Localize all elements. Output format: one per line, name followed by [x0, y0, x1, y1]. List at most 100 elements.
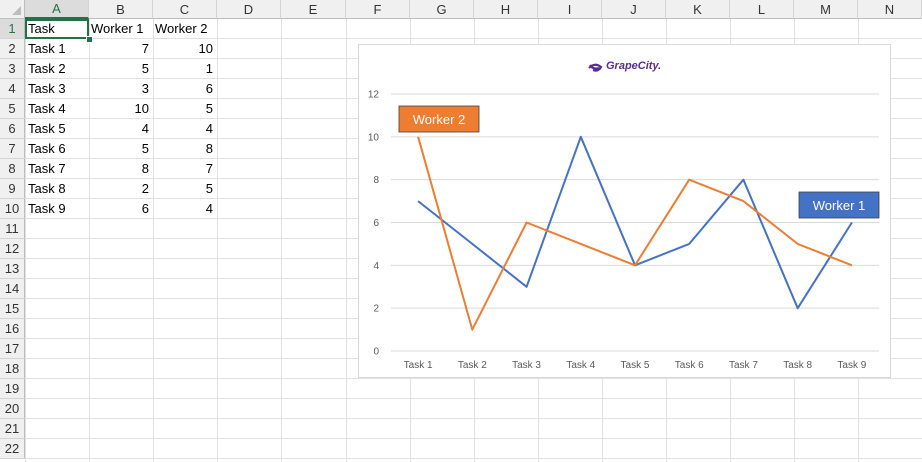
- y-tick-label: 12: [368, 90, 380, 101]
- x-tick-label: Task 5: [621, 360, 650, 371]
- value-cell[interactable]: 6: [205, 81, 213, 96]
- value-cell[interactable]: 5: [205, 101, 213, 116]
- value-cell[interactable]: 8: [141, 161, 149, 176]
- value-cell[interactable]: 4: [141, 121, 149, 136]
- task-cell[interactable]: Task 8: [28, 181, 66, 196]
- row-header-18[interactable]: 18: [0, 359, 25, 379]
- task-cell[interactable]: Task 7: [28, 161, 66, 176]
- row-header-15[interactable]: 15: [0, 299, 25, 319]
- row-header-8[interactable]: 8: [0, 159, 25, 179]
- row-header-11[interactable]: 11: [0, 219, 25, 239]
- row-gridline: [25, 378, 922, 379]
- column-header-h[interactable]: H: [474, 0, 538, 19]
- header-cell[interactable]: Worker 2: [155, 21, 208, 36]
- column-gridline: [217, 19, 218, 462]
- header-cell[interactable]: Worker 1: [91, 21, 144, 36]
- y-tick-label: 10: [368, 132, 380, 143]
- value-cell[interactable]: 7: [205, 161, 213, 176]
- row-header-3[interactable]: 3: [0, 59, 25, 79]
- task-cell[interactable]: Task 3: [28, 81, 66, 96]
- row-header-21[interactable]: 21: [0, 419, 25, 439]
- worker-1-label-text: Worker 1: [813, 198, 866, 213]
- value-cell[interactable]: 5: [141, 61, 149, 76]
- grapecity-logo-text: GrapeCity.: [606, 60, 661, 72]
- grapecity-swirl-icon: [588, 63, 603, 72]
- x-tick-label: Task 3: [512, 360, 541, 371]
- grapecity-logo: GrapeCity.: [588, 60, 661, 72]
- column-header-b[interactable]: B: [89, 0, 153, 19]
- row-header-1[interactable]: 1: [0, 19, 25, 39]
- value-cell[interactable]: 6: [141, 201, 149, 216]
- task-cell[interactable]: Task 1: [28, 41, 66, 56]
- row-header-22[interactable]: 22: [0, 439, 25, 459]
- value-cell[interactable]: 3: [141, 81, 149, 96]
- column-header-k[interactable]: K: [666, 0, 730, 19]
- x-tick-label: Task 7: [729, 360, 758, 371]
- column-header-l[interactable]: L: [730, 0, 794, 19]
- worker-2-label-box: [398, 105, 480, 133]
- column-header-j[interactable]: J: [602, 0, 666, 19]
- line-chart[interactable]: GrapeCity. 0 2 4 6 8 10 12 Task 1 Task 2 Task 3 Tas…: [358, 44, 891, 378]
- column-header-c[interactable]: C: [153, 0, 217, 19]
- y-tick-label: 8: [373, 175, 379, 186]
- x-tick-label: Task 2: [458, 360, 487, 371]
- column-header-g[interactable]: G: [410, 0, 474, 19]
- row-header-17[interactable]: 17: [0, 339, 25, 359]
- row-header-4[interactable]: 4: [0, 79, 25, 99]
- x-tick-label: Task 9: [837, 360, 866, 371]
- y-tick-label: 4: [373, 261, 379, 272]
- column-header-a[interactable]: A: [25, 0, 89, 19]
- x-tick-label: Task 4: [566, 360, 595, 371]
- header-cell[interactable]: Task: [28, 21, 55, 36]
- row-header-6[interactable]: 6: [0, 119, 25, 139]
- task-cell[interactable]: Task 2: [28, 61, 66, 76]
- column-header-n[interactable]: N: [858, 0, 922, 19]
- row-header-19[interactable]: 19: [0, 379, 25, 399]
- row-header-10[interactable]: 10: [0, 199, 25, 219]
- chart-canvas: GrapeCity. 0 2 4 6 8 10 12 Task 1 Task 2 Task 3 Tas…: [368, 60, 880, 371]
- value-cell[interactable]: 5: [205, 181, 213, 196]
- row-header-16[interactable]: 16: [0, 319, 25, 339]
- value-cell[interactable]: 10: [198, 41, 213, 56]
- value-cell[interactable]: 1: [205, 61, 213, 76]
- column-header-d[interactable]: D: [217, 0, 281, 19]
- task-cell[interactable]: Task 4: [28, 101, 66, 116]
- value-cell[interactable]: 4: [205, 121, 213, 136]
- row-header-13[interactable]: 13: [0, 259, 25, 279]
- row-header-2[interactable]: 2: [0, 39, 25, 59]
- x-tick-label: Task 8: [783, 360, 812, 371]
- task-cell[interactable]: Task 5: [28, 121, 66, 136]
- value-cell[interactable]: 5: [141, 141, 149, 156]
- column-gridline: [281, 19, 282, 462]
- worker-2-label-text: Worker 2: [413, 112, 466, 127]
- worker-2-label: Worker 2: [398, 105, 480, 133]
- task-cell[interactable]: Task 9: [28, 201, 66, 216]
- value-cell[interactable]: 8: [205, 141, 213, 156]
- row-header-20[interactable]: 20: [0, 399, 25, 419]
- row-gridline: [25, 418, 922, 419]
- column-header-e[interactable]: E: [281, 0, 346, 19]
- column-gridline: [25, 19, 26, 462]
- select-all-triangle-icon: [12, 6, 21, 15]
- value-cell[interactable]: 2: [141, 181, 149, 196]
- value-cell[interactable]: 4: [205, 201, 213, 216]
- select-all-corner[interactable]: [0, 0, 25, 19]
- value-cell[interactable]: 10: [134, 101, 149, 116]
- row-header-9[interactable]: 9: [0, 179, 25, 199]
- row-gridline: [25, 438, 922, 439]
- x-tick-label: Task 6: [675, 360, 704, 371]
- column-header-f[interactable]: F: [346, 0, 410, 19]
- row-header-12[interactable]: 12: [0, 239, 25, 259]
- task-cell[interactable]: Task 6: [28, 141, 66, 156]
- column-header-m[interactable]: M: [794, 0, 858, 19]
- column-header-i[interactable]: I: [538, 0, 602, 19]
- worker-1-label-box: [798, 191, 880, 219]
- row-header-14[interactable]: 14: [0, 279, 25, 299]
- row-gridline: [25, 38, 922, 39]
- row-header-5[interactable]: 5: [0, 99, 25, 119]
- row-header-7[interactable]: 7: [0, 139, 25, 159]
- row-gridline: [25, 458, 922, 459]
- value-cell[interactable]: 7: [141, 41, 149, 56]
- y-tick-label: 2: [373, 304, 379, 315]
- fill-handle[interactable]: [86, 36, 93, 43]
